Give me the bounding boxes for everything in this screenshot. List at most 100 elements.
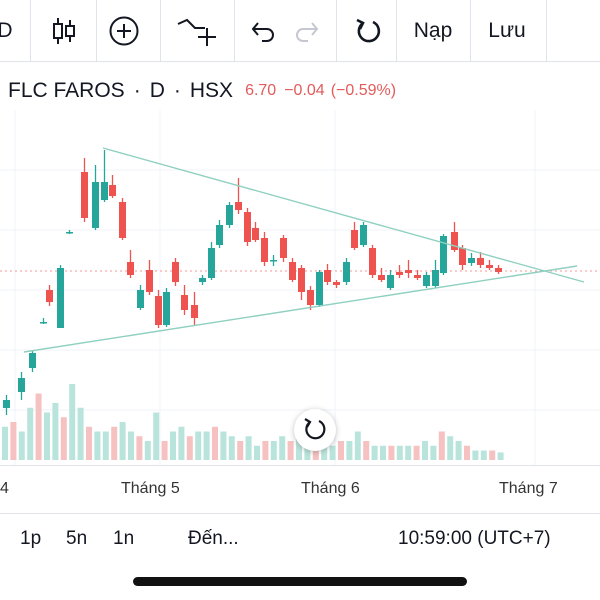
volume-bar xyxy=(18,431,25,460)
candle-body xyxy=(181,295,188,310)
volume-bar xyxy=(346,441,353,460)
candle-body xyxy=(343,262,350,282)
candle-body xyxy=(486,265,493,268)
chart-canvas[interactable] xyxy=(0,110,600,465)
volume-bar xyxy=(321,445,328,460)
volume-bar xyxy=(388,445,395,460)
toolbar-divider xyxy=(30,0,31,62)
toolbar-divider xyxy=(160,0,161,62)
reload-button[interactable] xyxy=(348,0,388,62)
chart-type-button[interactable] xyxy=(46,0,82,62)
volume-bar xyxy=(363,441,370,460)
volume-bar xyxy=(354,431,361,460)
candle-body xyxy=(109,185,116,196)
volume-bar xyxy=(27,407,34,460)
add-indicator-icon xyxy=(109,16,139,46)
candle-body xyxy=(333,282,340,285)
volume-bar xyxy=(497,452,504,460)
chart-toolbar: D xyxy=(0,0,600,62)
goto-date-button[interactable]: Đến... xyxy=(188,528,239,549)
undo-button[interactable] xyxy=(246,0,280,62)
volume-bar xyxy=(102,431,109,460)
volume-bar xyxy=(86,426,92,460)
reset-icon xyxy=(304,418,326,440)
time-axis-label: Tháng 7 xyxy=(499,480,558,497)
volume-bar xyxy=(203,431,210,460)
candle-body xyxy=(423,275,430,286)
volume-bar xyxy=(489,450,496,460)
candle-body xyxy=(191,305,198,318)
range-1n-button[interactable]: 1n xyxy=(113,528,135,549)
save-button[interactable]: Lưu xyxy=(478,0,536,62)
volume-bar xyxy=(270,441,277,460)
time-axis-label: Tháng 5 xyxy=(121,480,180,497)
volume-bar xyxy=(161,441,168,460)
volume-bar xyxy=(438,431,445,460)
candle-body xyxy=(405,270,412,273)
toolbar-divider xyxy=(336,0,337,62)
volume-bar xyxy=(2,426,8,460)
timeframe-label: D xyxy=(0,19,13,42)
volume-bar xyxy=(447,436,454,460)
price-chart[interactable] xyxy=(0,110,600,465)
volume-bar xyxy=(472,450,479,460)
candle-body xyxy=(451,232,458,250)
time-axis-label: 4 xyxy=(0,480,9,497)
time-axis-label: Tháng 6 xyxy=(301,480,360,497)
candle-body xyxy=(92,182,99,228)
volume-bar xyxy=(405,445,412,460)
toolbar-divider xyxy=(396,0,397,62)
candle-body xyxy=(29,353,36,368)
candle-body xyxy=(216,225,223,245)
candle-body xyxy=(432,270,439,286)
add-indicator-button[interactable] xyxy=(104,0,144,62)
candle-body xyxy=(119,202,126,238)
volume-bar xyxy=(464,445,470,460)
volume-bar xyxy=(430,445,437,460)
candle-body xyxy=(3,400,10,408)
candle-body xyxy=(369,248,376,275)
volume-bar xyxy=(237,441,244,460)
clock-timezone[interactable]: 10:59:00 (UTC+7) xyxy=(398,528,551,549)
redo-button[interactable] xyxy=(290,0,324,62)
candle-body xyxy=(495,268,502,272)
candle-body xyxy=(307,290,314,305)
candlestick-icon xyxy=(53,18,75,44)
price-change-percent: (−0.59%) xyxy=(330,82,397,99)
volume-bar xyxy=(77,407,84,460)
price-change: −0.04 xyxy=(284,82,325,99)
compare-symbol-button[interactable] xyxy=(172,0,222,62)
range-1p-button[interactable]: 1p xyxy=(20,528,42,549)
replay-button[interactable]: Nạp xyxy=(404,0,462,62)
last-price: 6.70 xyxy=(245,82,277,99)
candle-body xyxy=(46,290,53,302)
legend-separator: · xyxy=(133,79,141,102)
toolbar-divider xyxy=(546,0,547,62)
volume-bar xyxy=(296,436,302,460)
volume-bar xyxy=(94,431,101,460)
volume-bar xyxy=(35,393,42,460)
candle-body xyxy=(396,272,403,275)
legend-separator: · xyxy=(173,79,181,102)
time-axis[interactable]: 4 Tháng 5 Tháng 6 Tháng 7 xyxy=(0,465,600,513)
candle-body xyxy=(459,248,466,265)
replay-label: Nạp xyxy=(413,19,453,42)
volume-bar xyxy=(195,431,202,460)
volume-bar xyxy=(10,422,17,460)
volume-bar xyxy=(228,436,235,460)
timeframe-button[interactable]: D xyxy=(0,0,16,62)
reset-chart-button[interactable] xyxy=(294,409,336,451)
trendline-lower xyxy=(23,265,578,353)
volume-bar xyxy=(44,412,50,460)
candle-body xyxy=(101,182,108,200)
volume-bar xyxy=(338,441,344,460)
volume-bar xyxy=(279,436,286,460)
candle-body xyxy=(172,262,179,282)
toolbar-divider xyxy=(234,0,235,62)
range-5n-button[interactable]: 5n xyxy=(66,528,88,549)
home-indicator xyxy=(133,577,467,586)
undo-icon xyxy=(251,22,274,42)
volume-bar xyxy=(371,445,378,460)
candle-body xyxy=(324,270,331,282)
toolbar-divider xyxy=(470,0,471,62)
